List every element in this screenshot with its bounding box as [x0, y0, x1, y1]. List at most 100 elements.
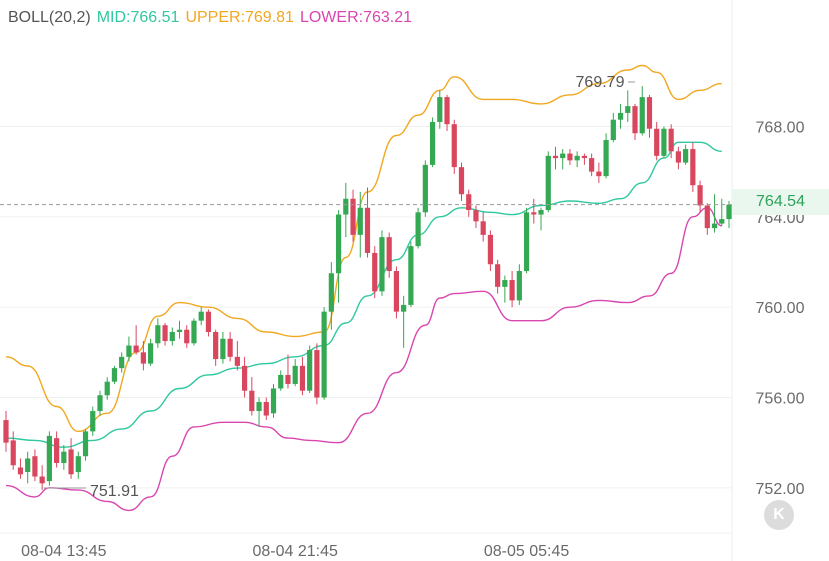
candle-up	[321, 311, 327, 398]
candle-down	[162, 325, 168, 342]
candle-down	[473, 210, 479, 222]
candle-down	[495, 264, 501, 287]
candle-up	[437, 97, 443, 122]
candle-up	[639, 97, 645, 134]
candle-down	[3, 420, 9, 443]
candle-down	[466, 194, 472, 211]
candle-down	[393, 271, 400, 312]
candle-down	[350, 198, 356, 235]
candle-up	[90, 411, 96, 432]
candle-up	[119, 356, 125, 369]
candle-down	[10, 440, 16, 466]
candles	[3, 86, 732, 490]
candle-down	[690, 149, 696, 186]
candle-down	[133, 345, 139, 353]
y-tick-label: 752.00	[756, 481, 805, 498]
candle-down	[205, 311, 212, 332]
candle-down	[184, 329, 190, 344]
candle-up	[516, 271, 522, 301]
x-tick-label: 08-05 05:45	[484, 543, 570, 560]
candle-down	[263, 402, 269, 416]
candle-up	[610, 119, 616, 141]
candle-up	[625, 106, 631, 113]
candle-up	[429, 121, 436, 165]
candle-up	[617, 112, 624, 120]
candle-up	[111, 368, 118, 382]
candle-down	[451, 124, 457, 168]
candle-down	[589, 158, 595, 172]
candle-up	[75, 456, 81, 473]
y-tick-label: 760.00	[756, 300, 805, 317]
y-tick-label: 756.00	[756, 390, 805, 407]
candle-up	[574, 155, 580, 161]
candle-down	[487, 234, 494, 265]
candle-down	[372, 252, 378, 292]
lower-band-line	[5, 207, 722, 512]
candle-up	[560, 153, 566, 159]
candle-up	[278, 374, 284, 389]
candle-up	[379, 237, 385, 292]
candle-up	[104, 381, 110, 396]
candle-down	[567, 153, 573, 161]
candle-up	[523, 212, 530, 272]
candle-down	[17, 467, 24, 475]
candle-up	[256, 402, 262, 412]
candle-down	[675, 151, 681, 163]
candle-down	[531, 212, 537, 215]
candle-up	[711, 223, 718, 229]
candle-down	[299, 365, 306, 391]
candle-up	[61, 451, 67, 463]
candle-up	[198, 311, 204, 321]
candle-down	[704, 205, 710, 229]
candle-down	[552, 155, 559, 159]
candle-down	[234, 356, 240, 366]
candle-up	[502, 280, 508, 287]
candle-up	[220, 338, 226, 360]
candle-down	[364, 207, 371, 253]
candle-up	[343, 198, 349, 215]
candle-down	[581, 155, 587, 159]
x-tick-label: 08-04 21:45	[252, 543, 338, 560]
mid-band-line	[5, 141, 722, 448]
candle-up	[328, 273, 334, 312]
candle-down	[54, 438, 60, 463]
candle-down	[68, 449, 74, 475]
candle-up	[726, 204, 732, 220]
candle-up	[148, 343, 154, 364]
candle-up	[422, 164, 428, 213]
legend-upper: UPPER:769.81	[185, 9, 294, 26]
candle-down	[697, 185, 703, 206]
candle-down	[632, 106, 638, 134]
candle-down	[654, 128, 660, 156]
candle-down	[668, 128, 674, 152]
candle-down	[227, 338, 233, 357]
current-price-badge: 764.54	[732, 189, 829, 215]
collapse-left-icon[interactable]: K	[764, 500, 794, 530]
candle-down	[32, 456, 38, 477]
legend-indicator-name: BOLL(20,2)	[8, 9, 91, 26]
candle-down	[480, 221, 486, 235]
indicator-legend: BOLL(20,2) MID:766.51 UPPER:769.81 LOWER:76…	[8, 9, 418, 27]
chart-overlay: 769.79 751.91	[0, 74, 732, 500]
candle-down	[241, 365, 248, 391]
candle-up	[126, 345, 132, 357]
legend-lower: LOWER:763.21	[299, 9, 413, 26]
candle-down	[386, 237, 392, 272]
candle-up	[46, 435, 52, 482]
x-tick-label: 08-04 13:45	[21, 543, 107, 560]
candle-down	[596, 171, 602, 177]
candle-down	[249, 390, 255, 412]
candle-down	[140, 352, 146, 364]
candle-up	[82, 431, 89, 457]
low-annotation: 751.91	[90, 483, 139, 500]
candle-up	[307, 350, 313, 391]
candle-down	[314, 350, 320, 398]
candle-up	[335, 214, 342, 274]
candle-up	[155, 325, 161, 344]
candle-up	[25, 458, 31, 473]
candle-up	[545, 155, 551, 211]
candle-up	[357, 207, 363, 235]
candle-down	[444, 97, 450, 125]
